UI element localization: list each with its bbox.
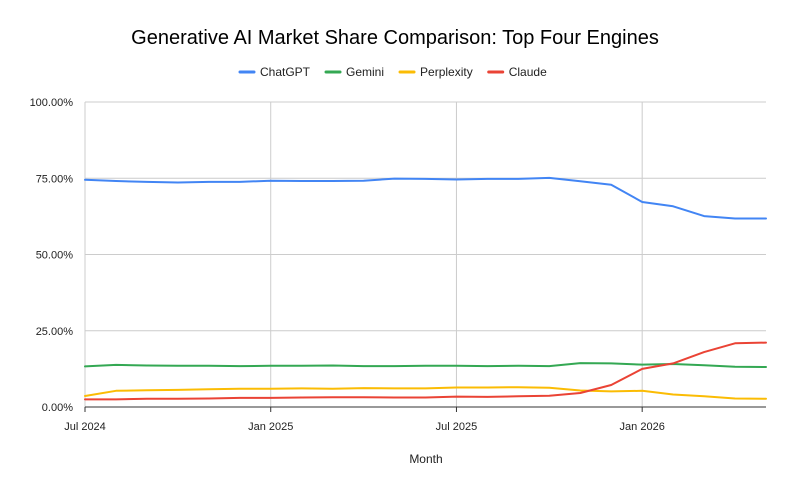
legend-label: Gemini (346, 65, 384, 79)
legend-label: ChatGPT (260, 65, 311, 79)
y-tick-label: 25.00% (36, 326, 74, 338)
y-tick-label: 100.00% (30, 97, 74, 109)
y-axis-ticks: 0.00% 25.00% 50.00% 75.00% 100.00% (30, 97, 74, 414)
gridlines (84, 101, 766, 407)
legend: ChatGPT Gemini Perplexity Claude (238, 65, 547, 79)
y-tick-label: 50.00% (36, 250, 74, 262)
x-axis-ticks: Jul 2024 Jan 2025 Jul 2025 Jan 2026 (64, 407, 665, 433)
x-tick-label: Jul 2024 (64, 421, 106, 433)
chart-title: Generative AI Market Share Comparison: T… (131, 27, 659, 49)
series-lines (84, 176, 767, 401)
y-tick-label: 0.00% (42, 402, 73, 414)
series-line-claude (84, 341, 767, 401)
x-tick-label: Jan 2025 (248, 421, 293, 433)
series-line-chatgpt (84, 176, 767, 220)
legend-label: Perplexity (420, 65, 473, 79)
series-line-gemini (84, 362, 767, 368)
series-line-perplexity (84, 386, 767, 400)
y-tick-label: 75.00% (36, 173, 74, 185)
legend-label: Claude (509, 65, 547, 79)
x-tick-label: Jul 2025 (436, 421, 478, 433)
x-tick-label: Jan 2026 (620, 421, 665, 433)
x-axis-title: Month (409, 452, 442, 466)
